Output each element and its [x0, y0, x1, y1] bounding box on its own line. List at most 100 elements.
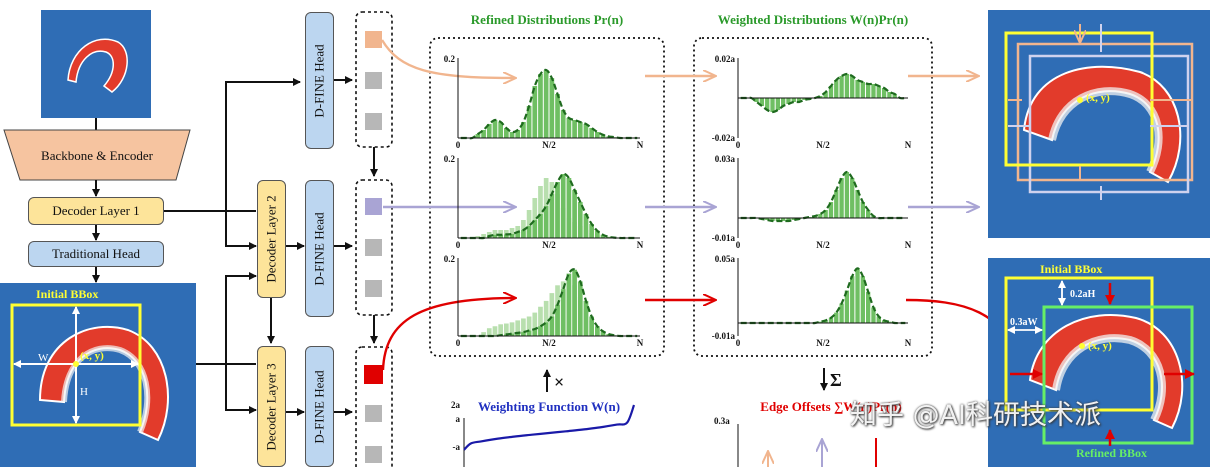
refined-xtick-0: 0 — [456, 140, 461, 150]
refined-bar — [521, 230, 526, 238]
refined-prev-bar — [509, 322, 515, 336]
weighted-bar — [839, 178, 844, 218]
weighted-xtick-mid: N/2 — [816, 240, 830, 250]
refined-bar — [486, 124, 492, 138]
weighted-bar — [765, 98, 770, 110]
weighted-ymin-label: -0.01a — [712, 331, 736, 341]
refined-bar — [572, 190, 577, 238]
refined-bar — [583, 214, 589, 238]
weighted-xtick-n: N — [905, 240, 912, 250]
refined-chart-3: 0.2 0 N/2 N — [444, 254, 644, 348]
kite-thumbnail — [41, 10, 151, 118]
center-label-top-right: (x, y) — [1086, 92, 1110, 104]
weighted-curve — [740, 72, 906, 114]
refined-bar — [555, 94, 560, 138]
weighted-bar — [876, 86, 881, 98]
refined-bar — [566, 273, 572, 336]
refined-bar — [555, 304, 560, 336]
refined-bar — [515, 130, 521, 138]
refined-bar — [589, 316, 594, 336]
refined-xtick-n: N — [637, 140, 644, 150]
decoder-layer-2-label: Decoder Layer 2 — [263, 195, 279, 283]
refined-bar — [509, 234, 515, 238]
refined-chart-1: 0.2 0 N/2 N — [444, 54, 644, 150]
refined-prev-bar — [526, 316, 532, 336]
height-label: H — [80, 386, 88, 398]
weighted-xtick-mid: N/2 — [816, 338, 830, 348]
token-column-2 — [355, 179, 393, 316]
refined-bar — [538, 326, 543, 336]
refined-ymax-label: 0.2 — [444, 154, 456, 164]
weighted-bar — [892, 94, 897, 98]
refined-prev-bar — [475, 236, 481, 238]
weighted-bar — [818, 321, 823, 323]
edge-offsets-chart — [737, 424, 877, 467]
refined-charts: 0.20 N/2 N0.20 N/2 N0.20 N/2 N — [444, 54, 644, 348]
weighted-bar — [844, 172, 850, 218]
refined-bar — [515, 232, 521, 238]
refined-bar — [572, 120, 577, 138]
refined-prev-bar — [509, 228, 515, 238]
refined-bar — [538, 74, 543, 138]
dfine-head-3-label: D-FINE Head — [311, 369, 327, 444]
weighted-bar — [791, 218, 796, 220]
refined-bar — [532, 220, 538, 238]
weighting-function-title: Weighting Function W(n) — [477, 399, 621, 414]
decoder-layer-3-label: Decoder Layer 3 — [263, 362, 279, 451]
weighted-bar — [860, 276, 865, 323]
weighted-bar — [871, 84, 876, 98]
refined-bar — [600, 331, 606, 336]
refined-bar — [543, 70, 549, 138]
initial-bbox-label-left: Initial BBox — [36, 287, 99, 301]
weighted-bar — [881, 320, 887, 323]
refined-prev-bar — [532, 312, 538, 336]
refined-bar — [555, 182, 560, 238]
initial-bbox-image — [0, 283, 196, 467]
decoder-layer-1: Decoder Layer 1 — [28, 197, 164, 225]
refined-bar — [606, 236, 612, 238]
weighted-bar — [786, 98, 791, 104]
refined-bar — [595, 326, 600, 336]
refined-xtick-0: 0 — [456, 338, 461, 348]
dfine-head-2-label: D-FINE Head — [311, 211, 327, 286]
weighted-ymax-label: 0.05a — [715, 254, 736, 264]
refined-prev-bar — [538, 306, 543, 336]
center-label-bottom-right: (x, y) — [1088, 340, 1112, 352]
weighted-ymin-label: -0.01a — [712, 233, 736, 243]
token-column-3 — [355, 346, 393, 467]
refined-bar — [566, 178, 572, 238]
weighted-bar — [765, 218, 770, 220]
weighted-xtick-mid: N/2 — [816, 140, 830, 150]
token-column-1 — [355, 11, 393, 148]
refined-prev-bar — [549, 293, 555, 336]
weighted-bar — [850, 276, 855, 323]
refined-bar — [577, 281, 583, 336]
width-label: W — [38, 352, 49, 364]
weighted-bar — [781, 98, 786, 106]
weighted-bar — [866, 84, 871, 98]
weighted-ymax-label: 0.03a — [715, 154, 736, 164]
refined-xtick-mid: N/2 — [542, 240, 556, 250]
flow-arrow-layer3 — [381, 298, 515, 371]
refined-prev-bar — [481, 234, 486, 238]
refined-bar — [589, 128, 594, 138]
refined-bar — [504, 128, 509, 138]
weighted-xtick-0: 0 — [736, 338, 741, 348]
weighted-bar — [881, 88, 887, 98]
refined-ymax-label: 0.2 — [444, 54, 456, 64]
refined-bar — [549, 194, 555, 238]
weighted-bar — [860, 202, 865, 218]
edge-offsets-title: Edge Offsets ∑W(n)Pr(n) — [760, 399, 902, 414]
refined-bar — [526, 226, 532, 238]
weighted-bar — [839, 76, 844, 98]
weighted-bar — [828, 202, 834, 218]
refined-title: Refined Distributions Pr(n) — [470, 12, 624, 27]
weighted-bar — [770, 98, 775, 112]
weighted-bar — [887, 321, 892, 323]
dfine-head-1: D-FINE Head — [305, 12, 334, 149]
weighted-bar — [844, 290, 850, 323]
refined-bar — [577, 202, 583, 238]
refined-prev-bar — [492, 230, 498, 238]
refined-bar — [595, 132, 600, 138]
